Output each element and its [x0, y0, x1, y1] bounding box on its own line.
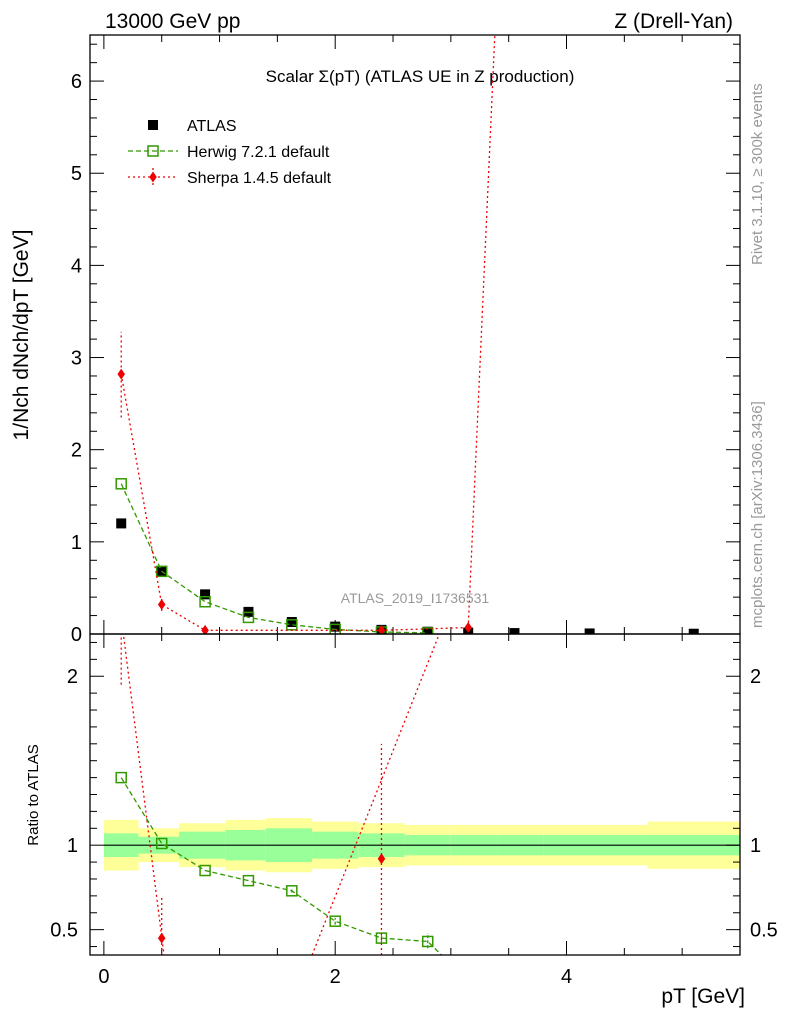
energy-label: 13000 GeV pp [105, 10, 240, 33]
data-point [117, 368, 125, 380]
legend-marker [149, 171, 157, 183]
sherpa-ratio-point [117, 612, 125, 623]
y-tick-label: 5 [71, 163, 82, 185]
y-tick-label: 3 [71, 348, 82, 370]
data-point [377, 624, 386, 634]
data-point [422, 626, 433, 634]
herwig-ratio-point [199, 864, 211, 877]
ratio-y-tick-label-right: 0.5 [750, 920, 778, 942]
data-point [286, 619, 298, 631]
ratio-y-tick-label: 1 [67, 835, 78, 857]
x-tick-label: 4 [561, 966, 572, 988]
ratio-y-tick-label: 2 [67, 666, 78, 688]
data-point [242, 611, 255, 624]
main-data-marks [115, 35, 699, 634]
herwig-ratio-point [329, 915, 341, 927]
x-tick-label: 2 [330, 966, 341, 988]
process-label: Z (Drell-Yan) [614, 10, 733, 33]
herwig-ratio-point [242, 874, 255, 887]
legend: ATLAS Herwig 7.2.1 default Sherpa 1.4.5 de… [128, 118, 332, 187]
data-point [116, 518, 127, 529]
data-point [584, 628, 595, 634]
y-tick-label: 6 [71, 71, 82, 93]
sherpa-ratio-rise-line [311, 634, 440, 955]
data-point [330, 621, 341, 632]
ratio-y-axis-label: Ratio to ATLAS [25, 744, 42, 845]
x-axis-label: pT [GeV] [661, 985, 745, 1008]
legend-marker [148, 120, 158, 130]
legend-entry: ATLAS [187, 118, 237, 135]
data-point [157, 599, 166, 611]
y-tick-label: 1 [71, 532, 82, 554]
ratio-axis-ticks [90, 634, 740, 955]
sherpa-tail-line [467, 35, 496, 628]
data-point [421, 627, 434, 634]
main-title: Scalar Σ(pT) (ATLAS UE in Z production) [266, 67, 575, 86]
ratio-uncertainty-bands [103, 818, 740, 873]
data-point [155, 565, 168, 578]
main-panel: Scalar Σ(pT) (ATLAS UE in Z production) … [10, 34, 741, 646]
main-axis-ticks [90, 35, 740, 635]
legend-marker [147, 145, 159, 157]
main-y-axis-label: 1/Nch dNch/dpT [GeV] [10, 230, 33, 441]
sherpa-ratio-point [377, 853, 386, 865]
data-point [688, 628, 699, 634]
ratio-y-tick-label-right: 1 [750, 835, 761, 857]
series-line-2 [120, 374, 469, 631]
x-tick-label: 0 [98, 966, 109, 988]
data-point [199, 595, 211, 608]
ratio-tick-labels: 0.5 0.5 1 1 2 2 0 2 4 [50, 666, 778, 988]
mcplots-label: mcplots.cern.ch [arXiv:1306.3436] [749, 401, 766, 628]
data-point [115, 478, 127, 490]
herwig-ratio-point [155, 837, 168, 850]
ratio-data-marks [115, 612, 443, 955]
ratio-y-tick-label: 0.5 [50, 920, 78, 942]
herwig-ratio-point [115, 771, 127, 784]
rivet-version-label: Rivet 3.1.10, ≥ 300k events [749, 83, 766, 265]
data-point [329, 623, 341, 634]
legend-entry: Sherpa 1.4.5 default [187, 170, 332, 187]
main-tick-labels: 0 1 2 3 4 5 6 [71, 71, 82, 646]
sherpa-ratio-line [122, 634, 165, 955]
series-line-1 [120, 483, 428, 634]
y-tick-label: 2 [71, 440, 82, 462]
ratio-panel: Ratio to ATLAS pT [GeV] 0.5 0.5 1 1 2 2 0 2 4 [25, 612, 778, 1008]
herwig-ratio-point [421, 935, 434, 948]
data-point [200, 589, 211, 600]
data-point [201, 624, 209, 634]
ratio-y-tick-label-right: 2 [750, 666, 761, 688]
y-tick-label: 0 [71, 624, 82, 646]
data-point [286, 617, 297, 628]
legend-entry: Herwig 7.2.1 default [187, 144, 330, 161]
sherpa-ratio-point [157, 932, 166, 944]
analysis-id-label: ATLAS_2019_I1736531 [341, 590, 490, 606]
data-point [509, 628, 520, 634]
ratio-panel-frame [89, 633, 741, 956]
y-tick-label: 4 [71, 255, 82, 277]
herwig-ratio-point [286, 885, 298, 897]
